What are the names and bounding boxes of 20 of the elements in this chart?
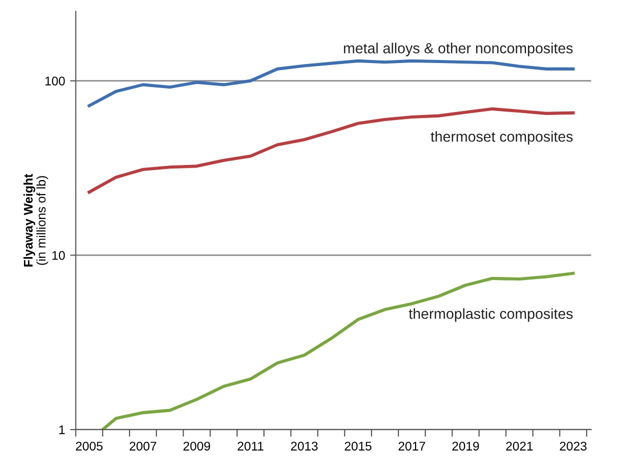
x-tick-label: 2015 bbox=[344, 442, 372, 451]
x-tick-label: 2023 bbox=[560, 442, 587, 451]
y-tick-label: 1 bbox=[59, 426, 65, 434]
series-label: thermoplastic composites bbox=[408, 308, 573, 322]
line-series bbox=[88, 59, 575, 108]
line-series bbox=[101, 272, 575, 430]
x-tick-label: 2021 bbox=[506, 442, 533, 451]
y-tick-label: 100 bbox=[45, 76, 65, 86]
x-tick-label: 2007 bbox=[130, 442, 156, 451]
series-label: thermoset composites bbox=[430, 131, 573, 145]
x-tick-label: 2019 bbox=[452, 442, 479, 451]
series-label: metal alloys & other noncomposites bbox=[344, 42, 573, 56]
y-axis-title: Flyaway Weight (in millions of lb) bbox=[24, 174, 48, 266]
x-tick-label: 2005 bbox=[76, 442, 103, 451]
x-tick-label: 2009 bbox=[183, 442, 210, 451]
x-tick-label: 2011 bbox=[238, 442, 264, 451]
x-tick-label: 2017 bbox=[398, 442, 426, 451]
x-tick-label: 2013 bbox=[291, 442, 318, 451]
y-tick-label: 10 bbox=[52, 251, 65, 260]
line-series bbox=[88, 107, 575, 194]
